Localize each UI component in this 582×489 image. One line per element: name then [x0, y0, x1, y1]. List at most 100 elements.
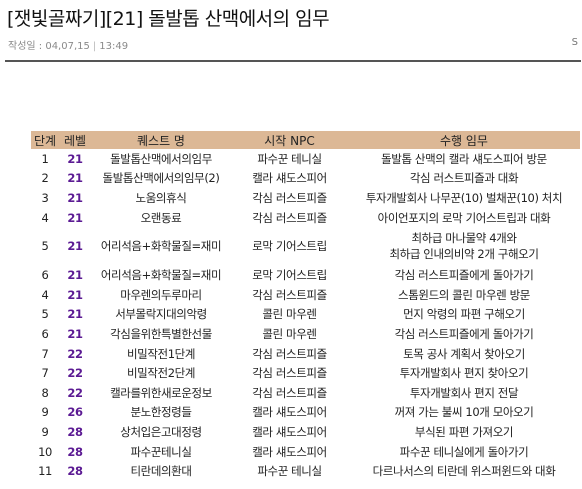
cell-task: 각심 러스트피즐과 대화 [348, 169, 580, 189]
table-row: 4 21 마우렌의두루마리 각심 러스트피즐 스톰윈드의 콜린 마우렌 방문 [31, 285, 580, 305]
cell-quest-name: 어리석음+화학물질=재미 [100, 268, 222, 283]
table-row: 11 28 티란데의환대 파수꾼 테니실 다르나서스의 티란데 위스퍼윈드와 대화 [31, 461, 580, 481]
task-line: 투자개발회사 나무꾼(10) 벌채꾼(10) 처치 [365, 190, 563, 205]
post-time: 13:49 [99, 41, 129, 52]
cell-start-npc: 콜린 마우렌 [262, 307, 317, 322]
cell-step: 4 [41, 210, 49, 225]
cell-start-npc: 로막 기어스트립 [252, 239, 327, 254]
cell-task: 파수꾼 테니실에게 돌아가기 [348, 442, 580, 462]
cell-start-npc: 각심 러스트피즐 [252, 210, 327, 225]
cell-step: 7 [41, 366, 49, 381]
header-step: 단계 [31, 131, 59, 149]
cell-task: 부식된 파편 가져오기 [348, 422, 580, 442]
cell-step: 2 [41, 171, 49, 186]
table-row: 9 28 상처입은고대정령 캘라 섀도스피어 부식된 파편 가져오기 [31, 422, 580, 442]
cell-task: 각심 러스트피즐에게 돌아가기 [348, 324, 580, 344]
task-line: 아이언포지의 로막 기어스트립과 대화 [377, 210, 551, 225]
meta-label: 작성일 : [8, 41, 46, 52]
task-line: 각심 러스트피즐과 대화 [409, 171, 519, 186]
cell-quest-name: 티란데의환대 [130, 464, 192, 479]
title-divider [5, 60, 581, 62]
cell-quest-name: 각심을위한특별한선물 [110, 326, 212, 341]
cell-step: 3 [41, 190, 49, 205]
cell-step: 8 [41, 385, 49, 400]
cell-quest-name: 돌발톱산맥에서의임무 [110, 151, 212, 166]
cell-task: 최하급 마나물약 4개와 최하급 인내의비약 2개 구해오기 [348, 227, 580, 265]
cell-level: 22 [67, 366, 83, 381]
cell-quest-name: 오랜동료 [140, 210, 182, 225]
table-row: 8 22 캘라를위한새로운정보 각심 러스트피즐 투자개발회사 편지 전달 [31, 383, 580, 403]
cell-level: 22 [67, 346, 83, 361]
cell-quest-name: 돌발톱산맥에서의임무(2) [102, 171, 220, 186]
task-line: 파수꾼 테니실에게 돌아가기 [399, 444, 529, 459]
table-row: 6 21 어리석음+화학물질=재미 로막 기어스트립 각심 러스트피즐에게 돌아가기 [31, 265, 580, 285]
task-line: 스톰윈드의 콜린 마우렌 방문 [398, 287, 530, 302]
cell-level: 28 [67, 464, 83, 479]
cell-step: 9 [41, 405, 49, 420]
table-row: 1 21 돌발톱산맥에서의임무 파수꾼 테니실 돌발톱 산맥의 캘라 섀도스피어 방문 [31, 149, 580, 169]
task-line: 각심 러스트피즐에게 돌아가기 [394, 268, 534, 283]
cell-quest-name: 서부몰락지대의악령 [115, 307, 207, 322]
cell-level: 22 [67, 385, 83, 400]
table-row: 5 21 서부몰락지대의악령 콜린 마우렌 먼지 악령의 파편 구해오기 [31, 305, 580, 325]
table-row: 5 21 어리석음+화학물질=재미 로막 기어스트립 최하급 마나물약 4개와 최하급 인… [31, 227, 580, 265]
cell-level: 28 [67, 424, 83, 439]
task-line: 각심 러스트피즐에게 돌아가기 [394, 326, 534, 341]
task-line: 투자개발회사 편지 전달 [409, 385, 519, 400]
cell-quest-name: 파수꾼테니실 [130, 444, 192, 459]
header-quest-name: 퀘스트 명 [91, 131, 231, 149]
table-row: 6 21 각심을위한특별한선물 콜린 마우렌 각심 러스트피즐에게 돌아가기 [31, 324, 580, 344]
cell-task: 투자개발회사 나무꾼(10) 벌채꾼(10) 처치 [348, 188, 580, 208]
cell-step: 6 [41, 268, 49, 283]
table-row: 10 28 파수꾼테니실 캘라 섀도스피어 파수꾼 테니실에게 돌아가기 [31, 442, 580, 462]
cell-task: 돌발톱 산맥의 캘라 섀도스피어 방문 [348, 149, 580, 169]
cell-level: 21 [67, 190, 83, 205]
cell-start-npc: 파수꾼 테니실 [257, 464, 322, 479]
task-line: 돌발톱 산맥의 캘라 섀도스피어 방문 [381, 151, 547, 166]
cell-task: 스톰윈드의 콜린 마우렌 방문 [348, 285, 580, 305]
cell-start-npc: 캘라 섀도스피어 [252, 171, 327, 186]
cell-quest-name: 어리석음+화학물질=재미 [100, 239, 222, 254]
post-title: [잿빛골짜기][21] 돌발톱 산맥에서의 임무 [7, 8, 330, 30]
cell-start-npc: 캘라 섀도스피어 [252, 405, 327, 420]
right-mark: S [571, 37, 578, 48]
cell-step: 1 [41, 151, 49, 166]
task-line: 부식된 파편 가져오기 [414, 424, 514, 439]
cell-level: 21 [67, 171, 83, 186]
header-task: 수행 임무 [348, 131, 580, 149]
table-row: 7 22 비밀작전2단계 각심 러스트피즐 투자개발회사 편지 찾아오기 [31, 363, 580, 383]
header-level: 레벨 [59, 131, 91, 149]
meta-separator: | [92, 41, 97, 52]
cell-task: 투자개발회사 편지 전달 [348, 383, 580, 403]
cell-start-npc: 각심 러스트피즐 [252, 366, 327, 381]
table-row: 9 26 분노한정령들 캘라 섀도스피어 꺼져 가는 불씨 10개 모아오기 [31, 403, 580, 423]
cell-step: 4 [41, 287, 49, 302]
cell-start-npc: 각심 러스트피즐 [252, 346, 327, 361]
cell-task: 투자개발회사 편지 찾아오기 [348, 363, 580, 383]
table-header-row: 단계 레벨 퀘스트 명 시작 NPC 수행 임무 [31, 131, 580, 149]
post-date: 04,07,15 [45, 41, 90, 52]
cell-quest-name: 비밀작전2단계 [127, 366, 195, 381]
cell-step: 10 [38, 444, 52, 459]
cell-level: 21 [67, 287, 83, 302]
task-line: 다르나서스의 티란데 위스퍼윈드와 대화 [372, 464, 556, 479]
cell-quest-name: 분노한정령들 [130, 405, 192, 420]
cell-start-npc: 각심 러스트피즐 [252, 385, 327, 400]
table-row: 3 21 노움의휴식 각심 러스트피즐 투자개발회사 나무꾼(10) 벌채꾼(10) 처… [31, 188, 580, 208]
cell-level: 21 [67, 307, 83, 322]
cell-level: 28 [67, 444, 83, 459]
post-meta: 작성일 : 04,07,15 | 13:49 [8, 37, 128, 52]
cell-step: 6 [41, 326, 49, 341]
cell-start-npc: 콜린 마우렌 [262, 326, 317, 341]
cell-quest-name: 비밀작전1단계 [127, 346, 195, 361]
cell-start-npc: 각심 러스트피즐 [252, 287, 327, 302]
cell-start-npc: 각심 러스트피즐 [252, 190, 327, 205]
cell-task: 먼지 악령의 파편 구해오기 [348, 305, 580, 325]
cell-start-npc: 캘라 섀도스피어 [252, 424, 327, 439]
cell-quest-name: 마우렌의두루마리 [120, 287, 202, 302]
cell-task: 각심 러스트피즐에게 돌아가기 [348, 265, 580, 285]
cell-quest-name: 노움의휴식 [135, 190, 187, 205]
cell-level: 21 [67, 239, 83, 254]
